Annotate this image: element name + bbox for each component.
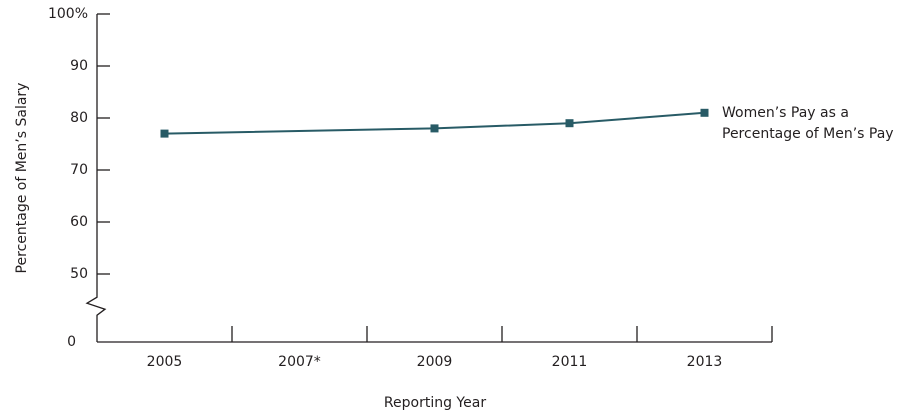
y-tick-label: 70: [70, 162, 88, 178]
marker: [700, 108, 709, 117]
y-tick-label: 100%: [48, 6, 88, 22]
x-tick-label: 2011: [552, 354, 588, 370]
y-tick-label: 50: [70, 266, 88, 282]
marker: [160, 129, 169, 138]
y-tick-label: 90: [70, 58, 88, 74]
y-tick-label: 60: [70, 214, 88, 230]
y-tick-label: 0: [67, 334, 76, 350]
marker: [430, 124, 439, 133]
x-tick-label: 2013: [687, 354, 723, 370]
marker: [565, 119, 574, 128]
series-label: Women’s Pay as a Percentage of Men’s Pay: [722, 105, 894, 142]
x-tick-label: 2007*: [278, 354, 321, 370]
x-tick-label: 2005: [147, 354, 183, 370]
y-tick-label: 80: [70, 110, 88, 126]
x-tick-label: 2009: [417, 354, 453, 370]
line: [164, 111, 705, 135]
x-axis-label: Reporting Year: [384, 395, 486, 411]
y-axis-label: Percentage of Men’s Salary: [14, 83, 30, 274]
y-axis: [85, 14, 107, 342]
